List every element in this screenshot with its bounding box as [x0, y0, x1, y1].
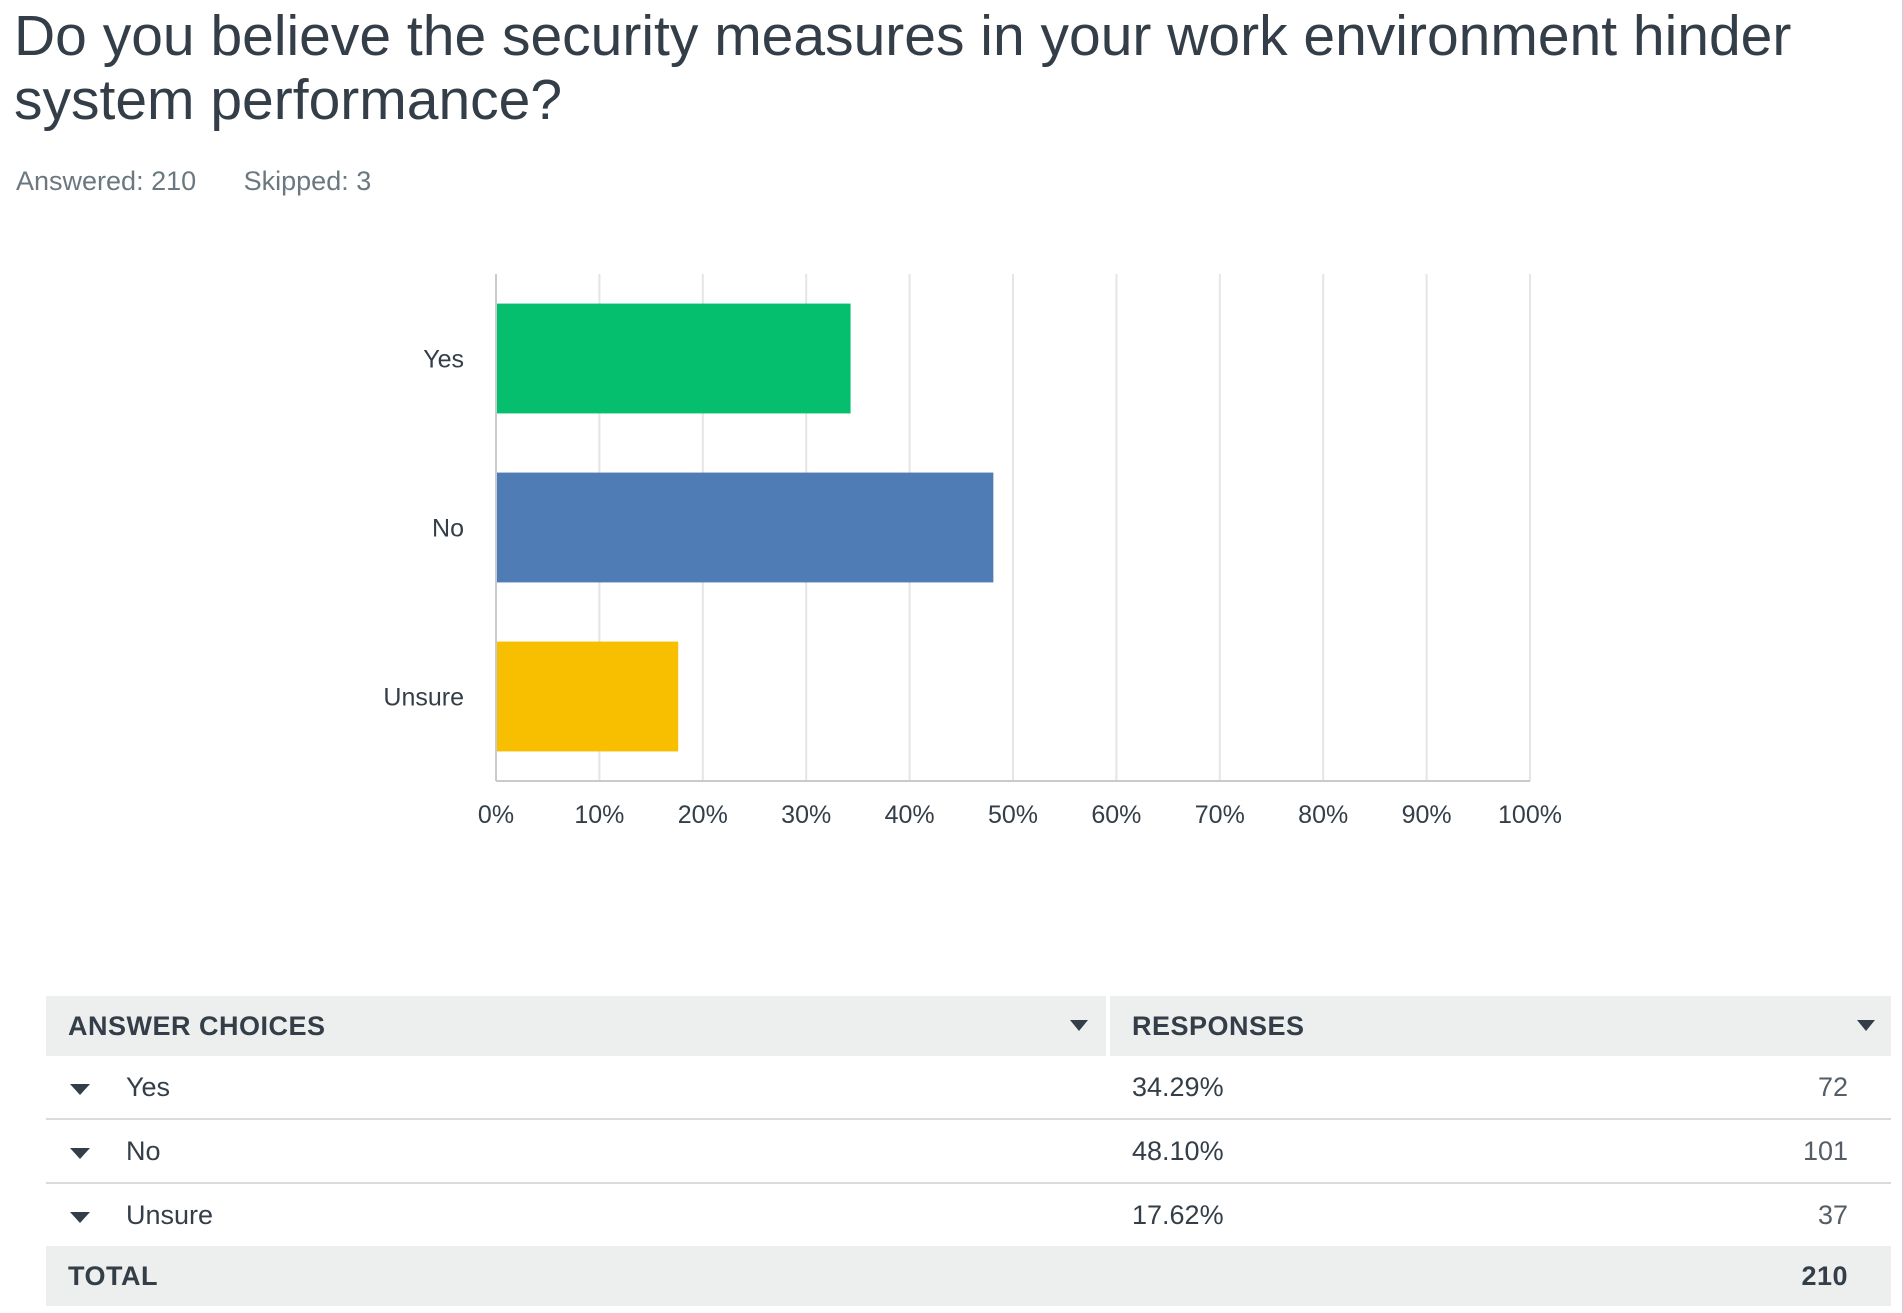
response-percent: 17.62%	[1132, 1199, 1224, 1230]
header-answer-choices[interactable]: ANSWER CHOICES	[46, 996, 1106, 1056]
table-total-row: TOTAL 210	[46, 1246, 1891, 1306]
category-label: Unsure	[383, 684, 464, 712]
total-label: TOTAL	[68, 1260, 158, 1291]
category-label: Yes	[423, 346, 464, 374]
table-header: ANSWER CHOICES RESPONSES	[46, 996, 1891, 1056]
x-tick-label: 0%	[478, 801, 514, 829]
x-tick-label: 40%	[885, 801, 935, 829]
header-answer-choices-label: ANSWER CHOICES	[68, 1011, 326, 1041]
x-tick-label: 30%	[781, 801, 831, 829]
response-percent: 34.29%	[1132, 1071, 1224, 1102]
header-divider	[1106, 996, 1110, 1056]
sort-answer-choices-icon[interactable]	[1070, 1020, 1088, 1031]
bar-unsure	[496, 641, 679, 752]
expand-row-icon[interactable]	[70, 1211, 90, 1223]
x-tick-label: 90%	[1402, 801, 1452, 829]
answered-count: Answered: 210	[16, 166, 197, 196]
response-count: 37	[1817, 1199, 1848, 1230]
expand-row-icon[interactable]	[70, 1083, 90, 1095]
x-tick-label: 50%	[988, 801, 1038, 829]
x-tick-label: 70%	[1195, 801, 1245, 829]
expand-row-icon[interactable]	[70, 1147, 90, 1159]
answer-choice: No	[126, 1135, 161, 1166]
answer-choice: Unsure	[126, 1199, 214, 1230]
header-responses-label: RESPONSES	[1132, 1011, 1305, 1041]
category-label: No	[432, 515, 464, 543]
question-title: Do you believe the security measures in …	[14, 4, 1792, 132]
x-tick-label: 60%	[1091, 801, 1141, 829]
response-count: 101	[1802, 1135, 1848, 1166]
bar-chart: Yes No Unsure 0% 10% 20% 30% 40% 50% 60% 70% 80% 90%…	[383, 274, 1562, 829]
skipped-count: Skipped: 3	[243, 166, 372, 196]
table-row: Unsure 17.62% 37	[46, 1184, 1891, 1246]
table-row: Yes 34.29% 72	[46, 1056, 1891, 1120]
responses-table: ANSWER CHOICES RESPONSES Yes 34.29% 72 N…	[46, 996, 1891, 1306]
bar-yes	[496, 303, 851, 414]
x-tick-label: 20%	[678, 801, 728, 829]
table-row: No 48.10% 101	[46, 1120, 1891, 1184]
total-value: 210	[1801, 1260, 1848, 1291]
x-tick-label: 10%	[574, 801, 624, 829]
header-responses[interactable]: RESPONSES	[1110, 996, 1891, 1056]
sort-responses-icon[interactable]	[1857, 1020, 1875, 1031]
response-stats: Answered: 210 Skipped: 3	[16, 166, 411, 197]
x-tick-label: 100%	[1498, 801, 1562, 829]
x-tick-label: 80%	[1298, 801, 1348, 829]
bar-no	[496, 472, 994, 583]
response-count: 72	[1817, 1071, 1848, 1102]
response-percent: 48.10%	[1132, 1135, 1224, 1166]
answer-choice: Yes	[126, 1071, 171, 1102]
